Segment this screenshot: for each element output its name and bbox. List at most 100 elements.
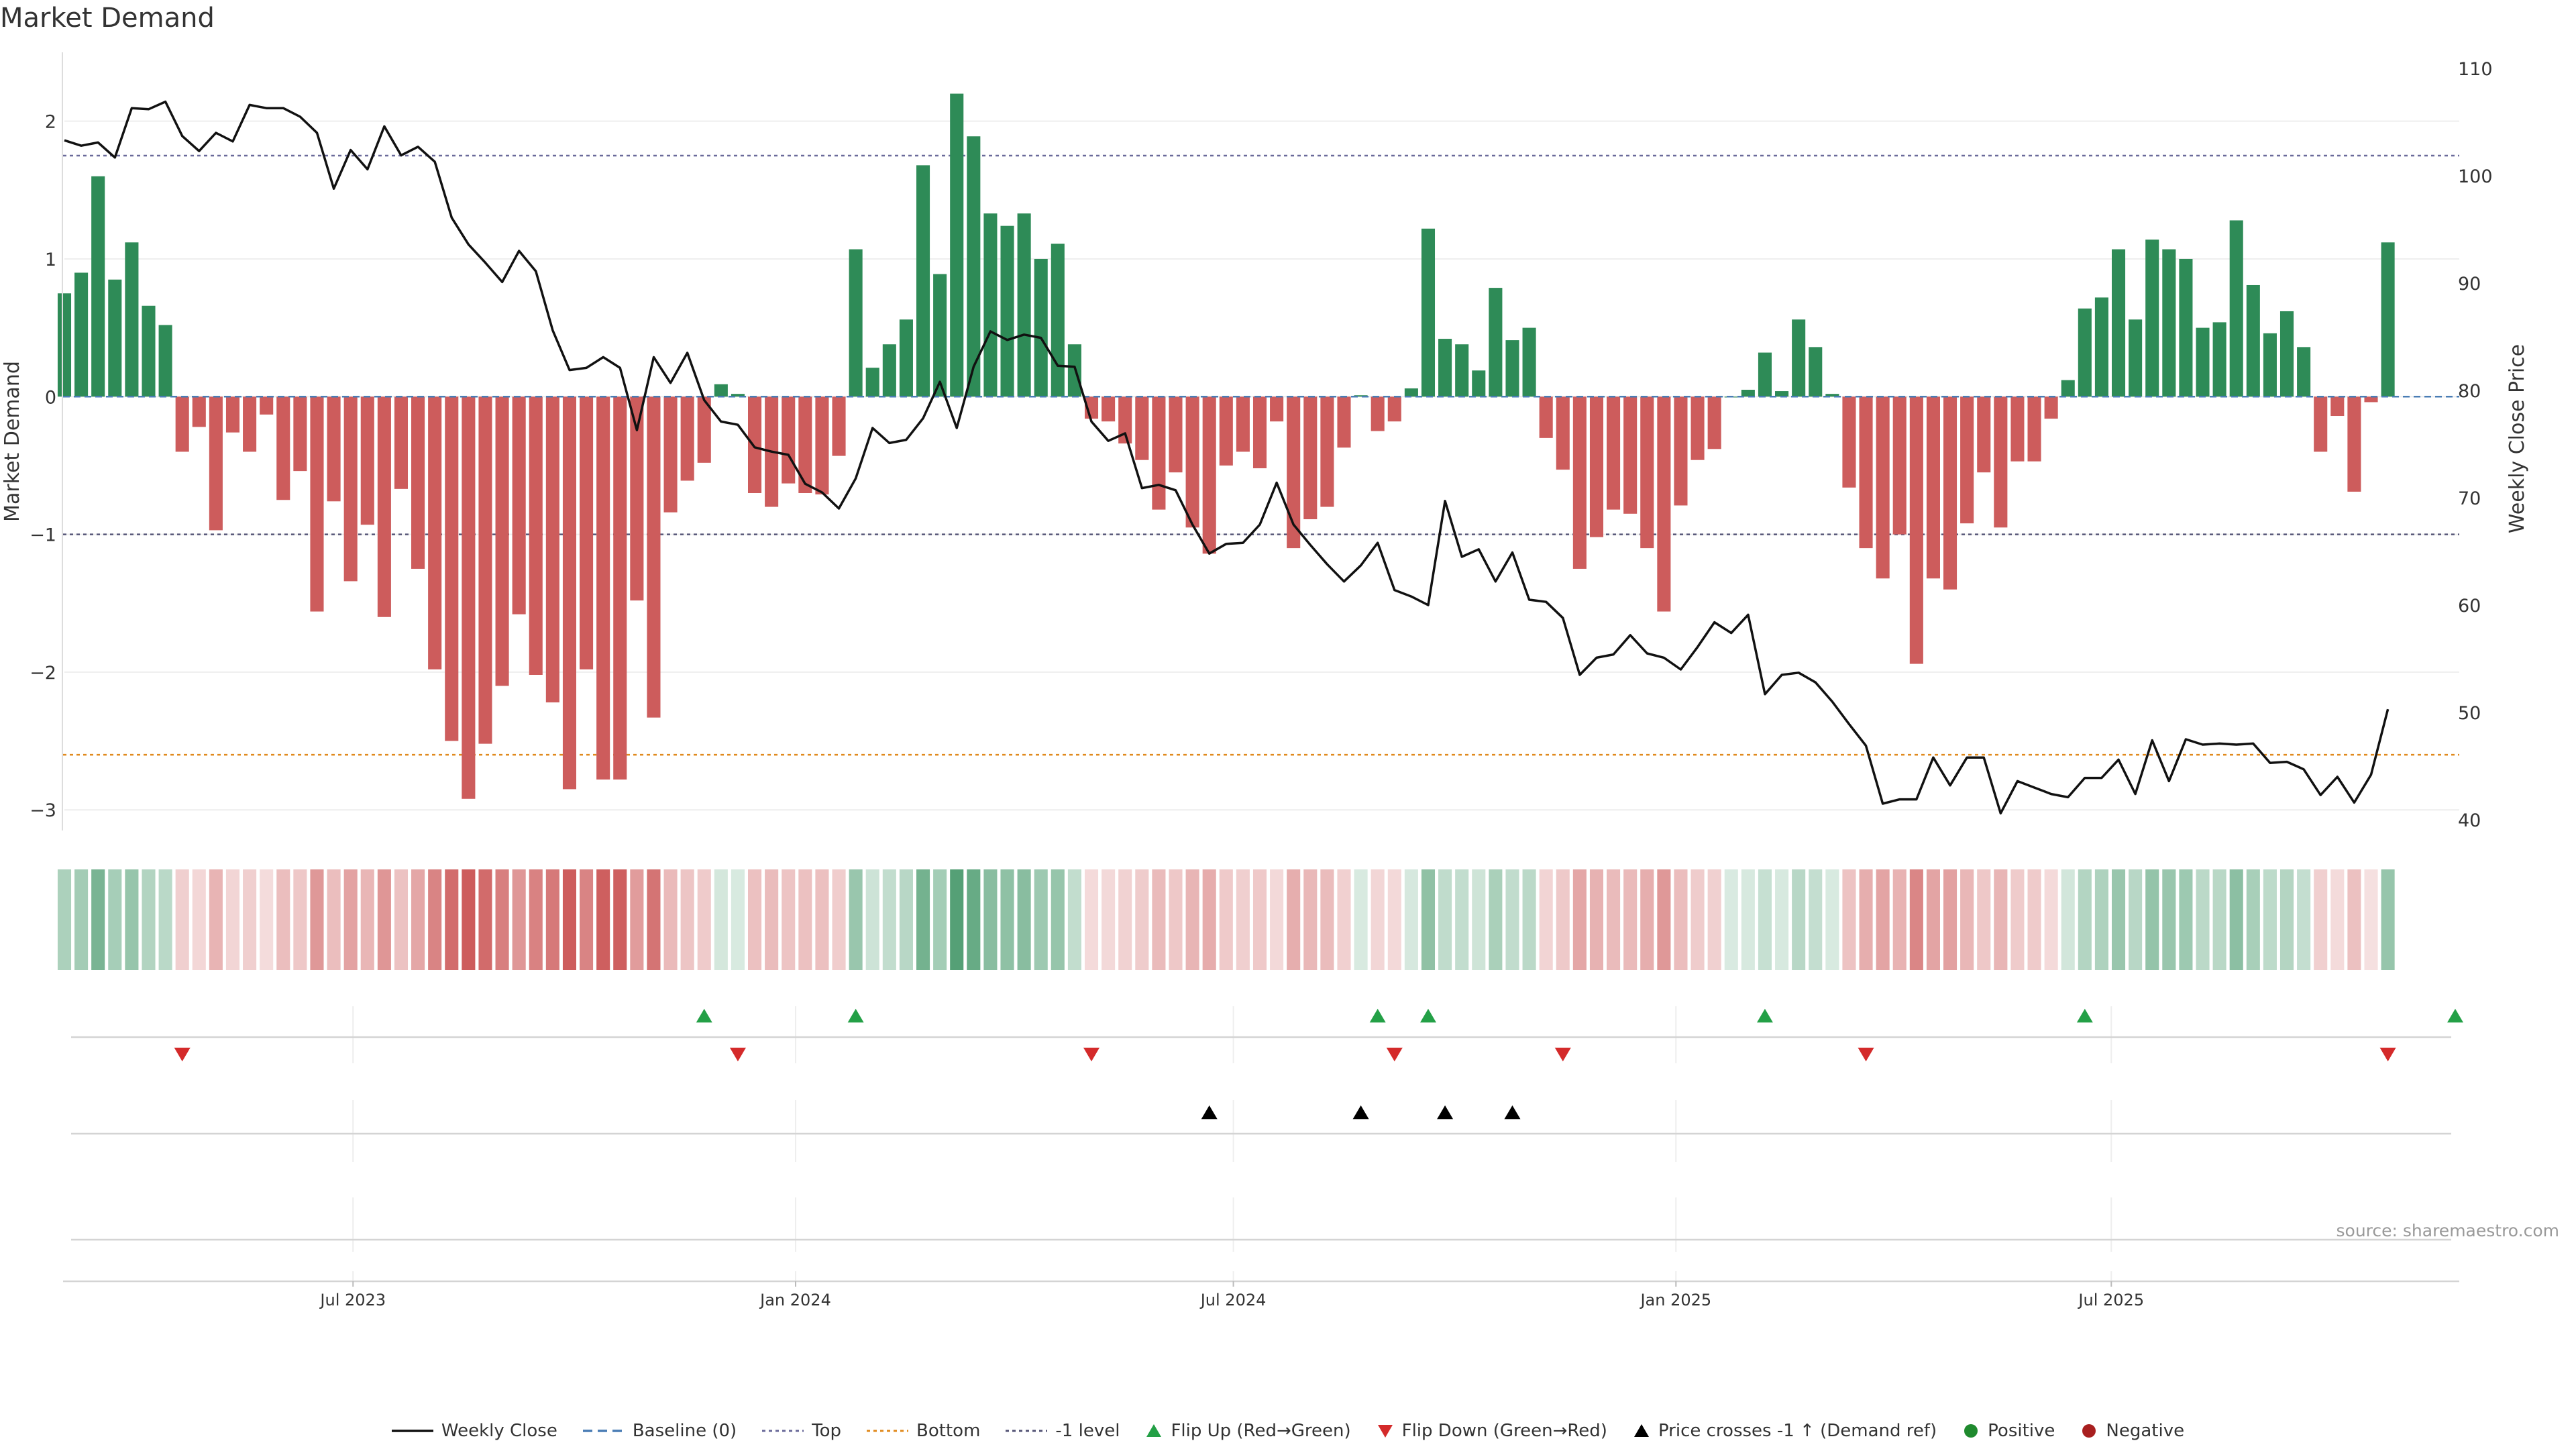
heat-cell	[2027, 869, 2041, 970]
heat-cell	[2129, 869, 2143, 970]
demand-bar	[1977, 396, 1991, 473]
heat-cell	[613, 869, 627, 970]
heat-cell	[360, 869, 374, 970]
heat-cell	[327, 869, 341, 970]
price-cross-marker	[1201, 1105, 1218, 1120]
heat-cell	[765, 869, 779, 970]
demand-bar	[562, 396, 576, 790]
demand-bar	[1371, 396, 1385, 431]
demand-bar	[1320, 396, 1334, 507]
flip-up-marker	[847, 1008, 864, 1023]
legend: Weekly Close Baseline (0) Top Bottom -1 leve…	[0, 1421, 2576, 1441]
heat-cell	[1455, 869, 1469, 970]
legend-label: Weekly Close	[441, 1421, 557, 1441]
heat-cell	[697, 869, 711, 970]
demand-bar	[394, 396, 409, 489]
demand-bar	[495, 396, 509, 686]
legend-swatch-icon	[867, 1430, 909, 1432]
heat-cell	[1994, 869, 2008, 970]
heat-cell	[394, 869, 409, 970]
demand-bar	[310, 396, 324, 612]
heat-cell	[1943, 869, 1957, 970]
flip-down-marker	[729, 1047, 746, 1062]
demand-bar	[1775, 391, 1789, 397]
heat-cell	[1809, 869, 1823, 970]
heat-cell	[1387, 869, 1401, 970]
legend-swatch-icon	[391, 1430, 433, 1432]
heat-cell	[1724, 869, 1738, 970]
legend-label: Positive	[1988, 1421, 2055, 1441]
demand-bar	[1000, 225, 1014, 397]
demand-bar	[1859, 396, 1873, 549]
heat-cell	[1320, 869, 1334, 970]
heat-cell	[462, 869, 476, 970]
heat-cell	[1051, 869, 1065, 970]
demand-bar	[1572, 396, 1587, 569]
heat-cell	[1842, 869, 1856, 970]
heat-cell	[1909, 869, 1923, 970]
heat-cell	[310, 869, 324, 970]
heat-cell	[158, 869, 172, 970]
demand-bar	[1707, 396, 1721, 449]
demand-bar	[1926, 396, 1940, 579]
y2-tick-label: 70	[2458, 488, 2481, 509]
demand-bar	[1421, 228, 1436, 397]
demand-bar	[1892, 396, 1907, 535]
demand-bar	[2162, 249, 2176, 397]
demand-bar	[1556, 396, 1570, 470]
heat-cell	[1657, 869, 1671, 970]
y-tick-label: 0	[45, 387, 56, 408]
heat-cell	[1472, 869, 1486, 970]
demand-bar	[2094, 297, 2108, 397]
legend-swatch-icon	[1964, 1424, 1978, 1438]
demand-bar	[2229, 220, 2243, 397]
legend-label: Baseline (0)	[632, 1421, 737, 1441]
heat-cell	[596, 869, 610, 970]
demand-bar	[1034, 258, 1048, 397]
heat-cell	[175, 869, 189, 970]
heat-cell	[512, 869, 526, 970]
heat-cell	[1522, 869, 1536, 970]
demand-bar	[798, 396, 812, 493]
heat-cell	[580, 869, 594, 970]
heat-cell	[2279, 869, 2294, 970]
heat-cell	[2010, 869, 2025, 970]
y2-tick-label: 90	[2458, 274, 2481, 294]
demand-bar	[1017, 213, 1031, 397]
demand-bar	[1404, 388, 1418, 397]
demand-bar	[260, 396, 274, 415]
heat-cell	[445, 869, 459, 970]
y-axis-label: Market Demand	[1, 361, 24, 522]
demand-bar	[1051, 244, 1065, 397]
heat-cell	[108, 869, 122, 970]
heat-cell	[1135, 869, 1149, 970]
demand-bar	[2347, 396, 2361, 492]
flip-up-marker	[1419, 1008, 1436, 1023]
heat-cell	[1589, 869, 1604, 970]
demand-bar	[1809, 347, 1823, 397]
grid-layer	[64, 120, 2459, 1281]
demand-bar	[2027, 396, 2041, 462]
heat-cell	[1505, 869, 1519, 970]
demand-bar	[1994, 396, 2008, 528]
demand-bar	[1236, 396, 1250, 452]
heat-cell	[1792, 869, 1806, 970]
heat-cell	[798, 869, 812, 970]
y2-tick-label: 60	[2458, 596, 2481, 616]
legend-label: Bottom	[916, 1421, 981, 1441]
heat-cell	[1252, 869, 1267, 970]
legend-label: Negative	[2106, 1421, 2185, 1441]
legend-swatch-icon	[1006, 1430, 1048, 1432]
demand-bar	[1202, 396, 1216, 554]
demand-bar	[276, 396, 290, 500]
heat-cell	[916, 869, 930, 970]
demand-bar	[680, 396, 694, 481]
heat-cell	[1152, 869, 1166, 970]
heat-cell	[2179, 869, 2193, 970]
demand-bar	[2044, 396, 2058, 419]
demand-bar	[1270, 396, 1284, 422]
heat-cell	[1741, 869, 1755, 970]
legend-swatch-icon	[1633, 1424, 1649, 1437]
heat-cell	[2111, 869, 2126, 970]
legend-item: -1 level	[1006, 1421, 1120, 1441]
